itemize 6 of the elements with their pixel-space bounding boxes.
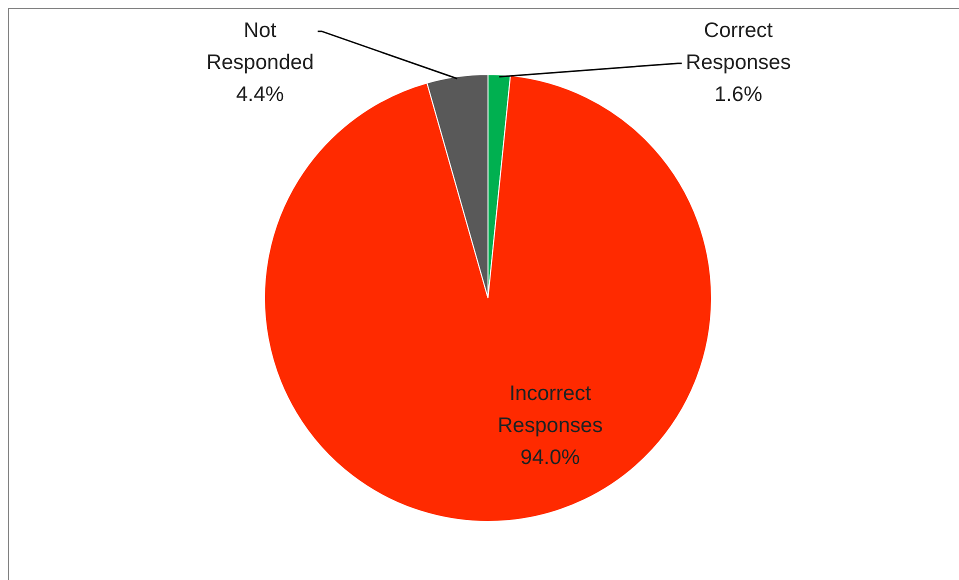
data-label: 4.4%	[236, 83, 284, 106]
slice-label: Correct Responses	[686, 19, 791, 74]
data-label: 94.0%	[520, 446, 580, 469]
slice-label: Incorrect Responses	[498, 382, 603, 437]
slice-label: Not Responded	[206, 19, 314, 74]
data-label: 1.6%	[714, 83, 762, 106]
